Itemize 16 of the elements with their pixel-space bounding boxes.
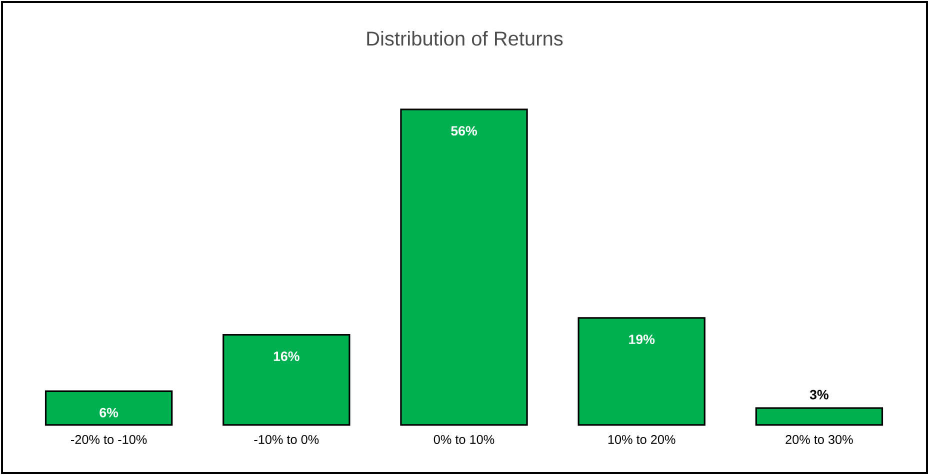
data-label: 56%: [451, 126, 477, 136]
chart-title: Distribution of Returns: [367, 30, 563, 46]
bar: [44, 390, 173, 426]
bar: [578, 317, 706, 426]
data-label: 16%: [274, 352, 300, 361]
data-label: 19%: [629, 334, 655, 344]
x-tick-label: 10% to 20%: [608, 435, 676, 444]
data-label: 6%: [100, 408, 118, 418]
x-tick-label: -10% to 0%: [254, 435, 319, 444]
x-tick-label: 20% to 30%: [786, 435, 853, 444]
bar: [222, 334, 350, 426]
x-tick-label: 0% to 10%: [434, 435, 494, 444]
bar: [755, 407, 884, 426]
x-tick-label: -20% to -10%: [71, 435, 147, 444]
bar: [400, 108, 528, 426]
data-label: 3%: [810, 390, 828, 400]
